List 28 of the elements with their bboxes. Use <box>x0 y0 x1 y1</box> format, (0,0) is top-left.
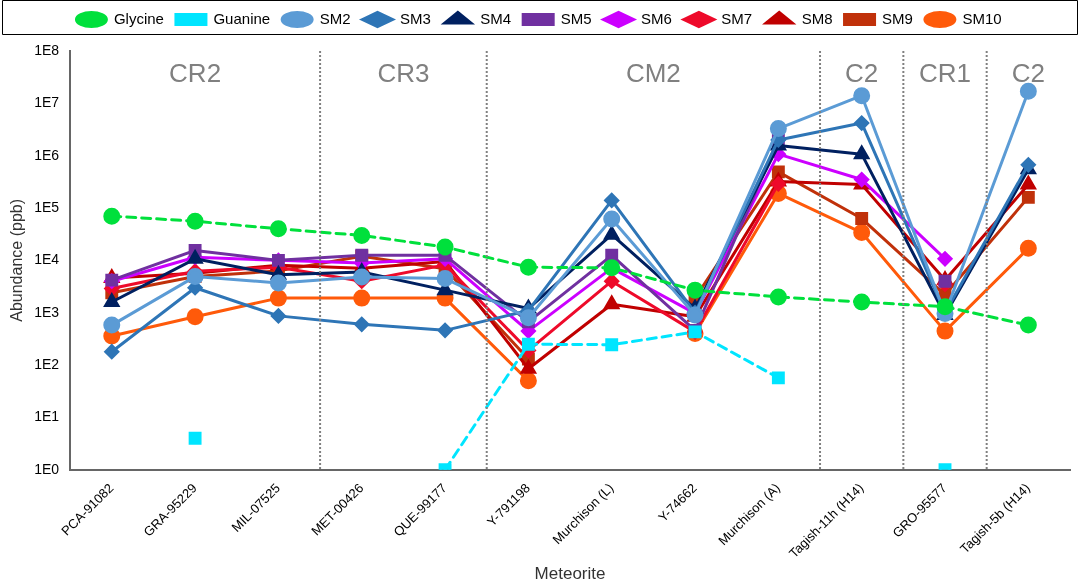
y-tick-label: 1E1 <box>34 408 60 425</box>
legend-label: Glycine <box>113 9 164 27</box>
annotation: CR3 <box>377 58 430 89</box>
annotation: C2 <box>845 58 879 89</box>
annotation: C2 <box>1011 58 1045 89</box>
y-tick-label: 1E3 <box>34 303 60 320</box>
annotation: CM2 <box>625 58 681 89</box>
annotation: CR1 <box>919 58 972 89</box>
y-tick-label: 1E7 <box>34 94 60 111</box>
legend-label: SM6 <box>641 9 672 27</box>
y-tick-label: 1E6 <box>34 146 60 163</box>
annotation: CR2 <box>169 58 222 89</box>
legend-label: SM5 <box>560 9 592 27</box>
legend-label: SM4 <box>480 9 512 27</box>
legend-label: SM9 <box>882 9 913 27</box>
y-tick-label: 1E5 <box>34 198 60 215</box>
legend-label: SM3 <box>400 9 431 27</box>
x-axis-title: Meteorite <box>534 564 606 584</box>
legend-label: SM8 <box>801 9 833 27</box>
y-tick-label: 1E4 <box>34 251 60 268</box>
y-tick-label: 1E8 <box>34 41 60 58</box>
legend-label: SM2 <box>319 9 351 27</box>
legend-label: SM7 <box>721 9 753 27</box>
y-tick-label: 1E2 <box>34 355 60 372</box>
legend-label: SM10 <box>962 9 1002 27</box>
y-axis-title: Abundance (ppb) <box>8 198 26 322</box>
legend-label: Guanine <box>213 9 271 27</box>
y-tick-label: 1E0 <box>34 460 60 477</box>
